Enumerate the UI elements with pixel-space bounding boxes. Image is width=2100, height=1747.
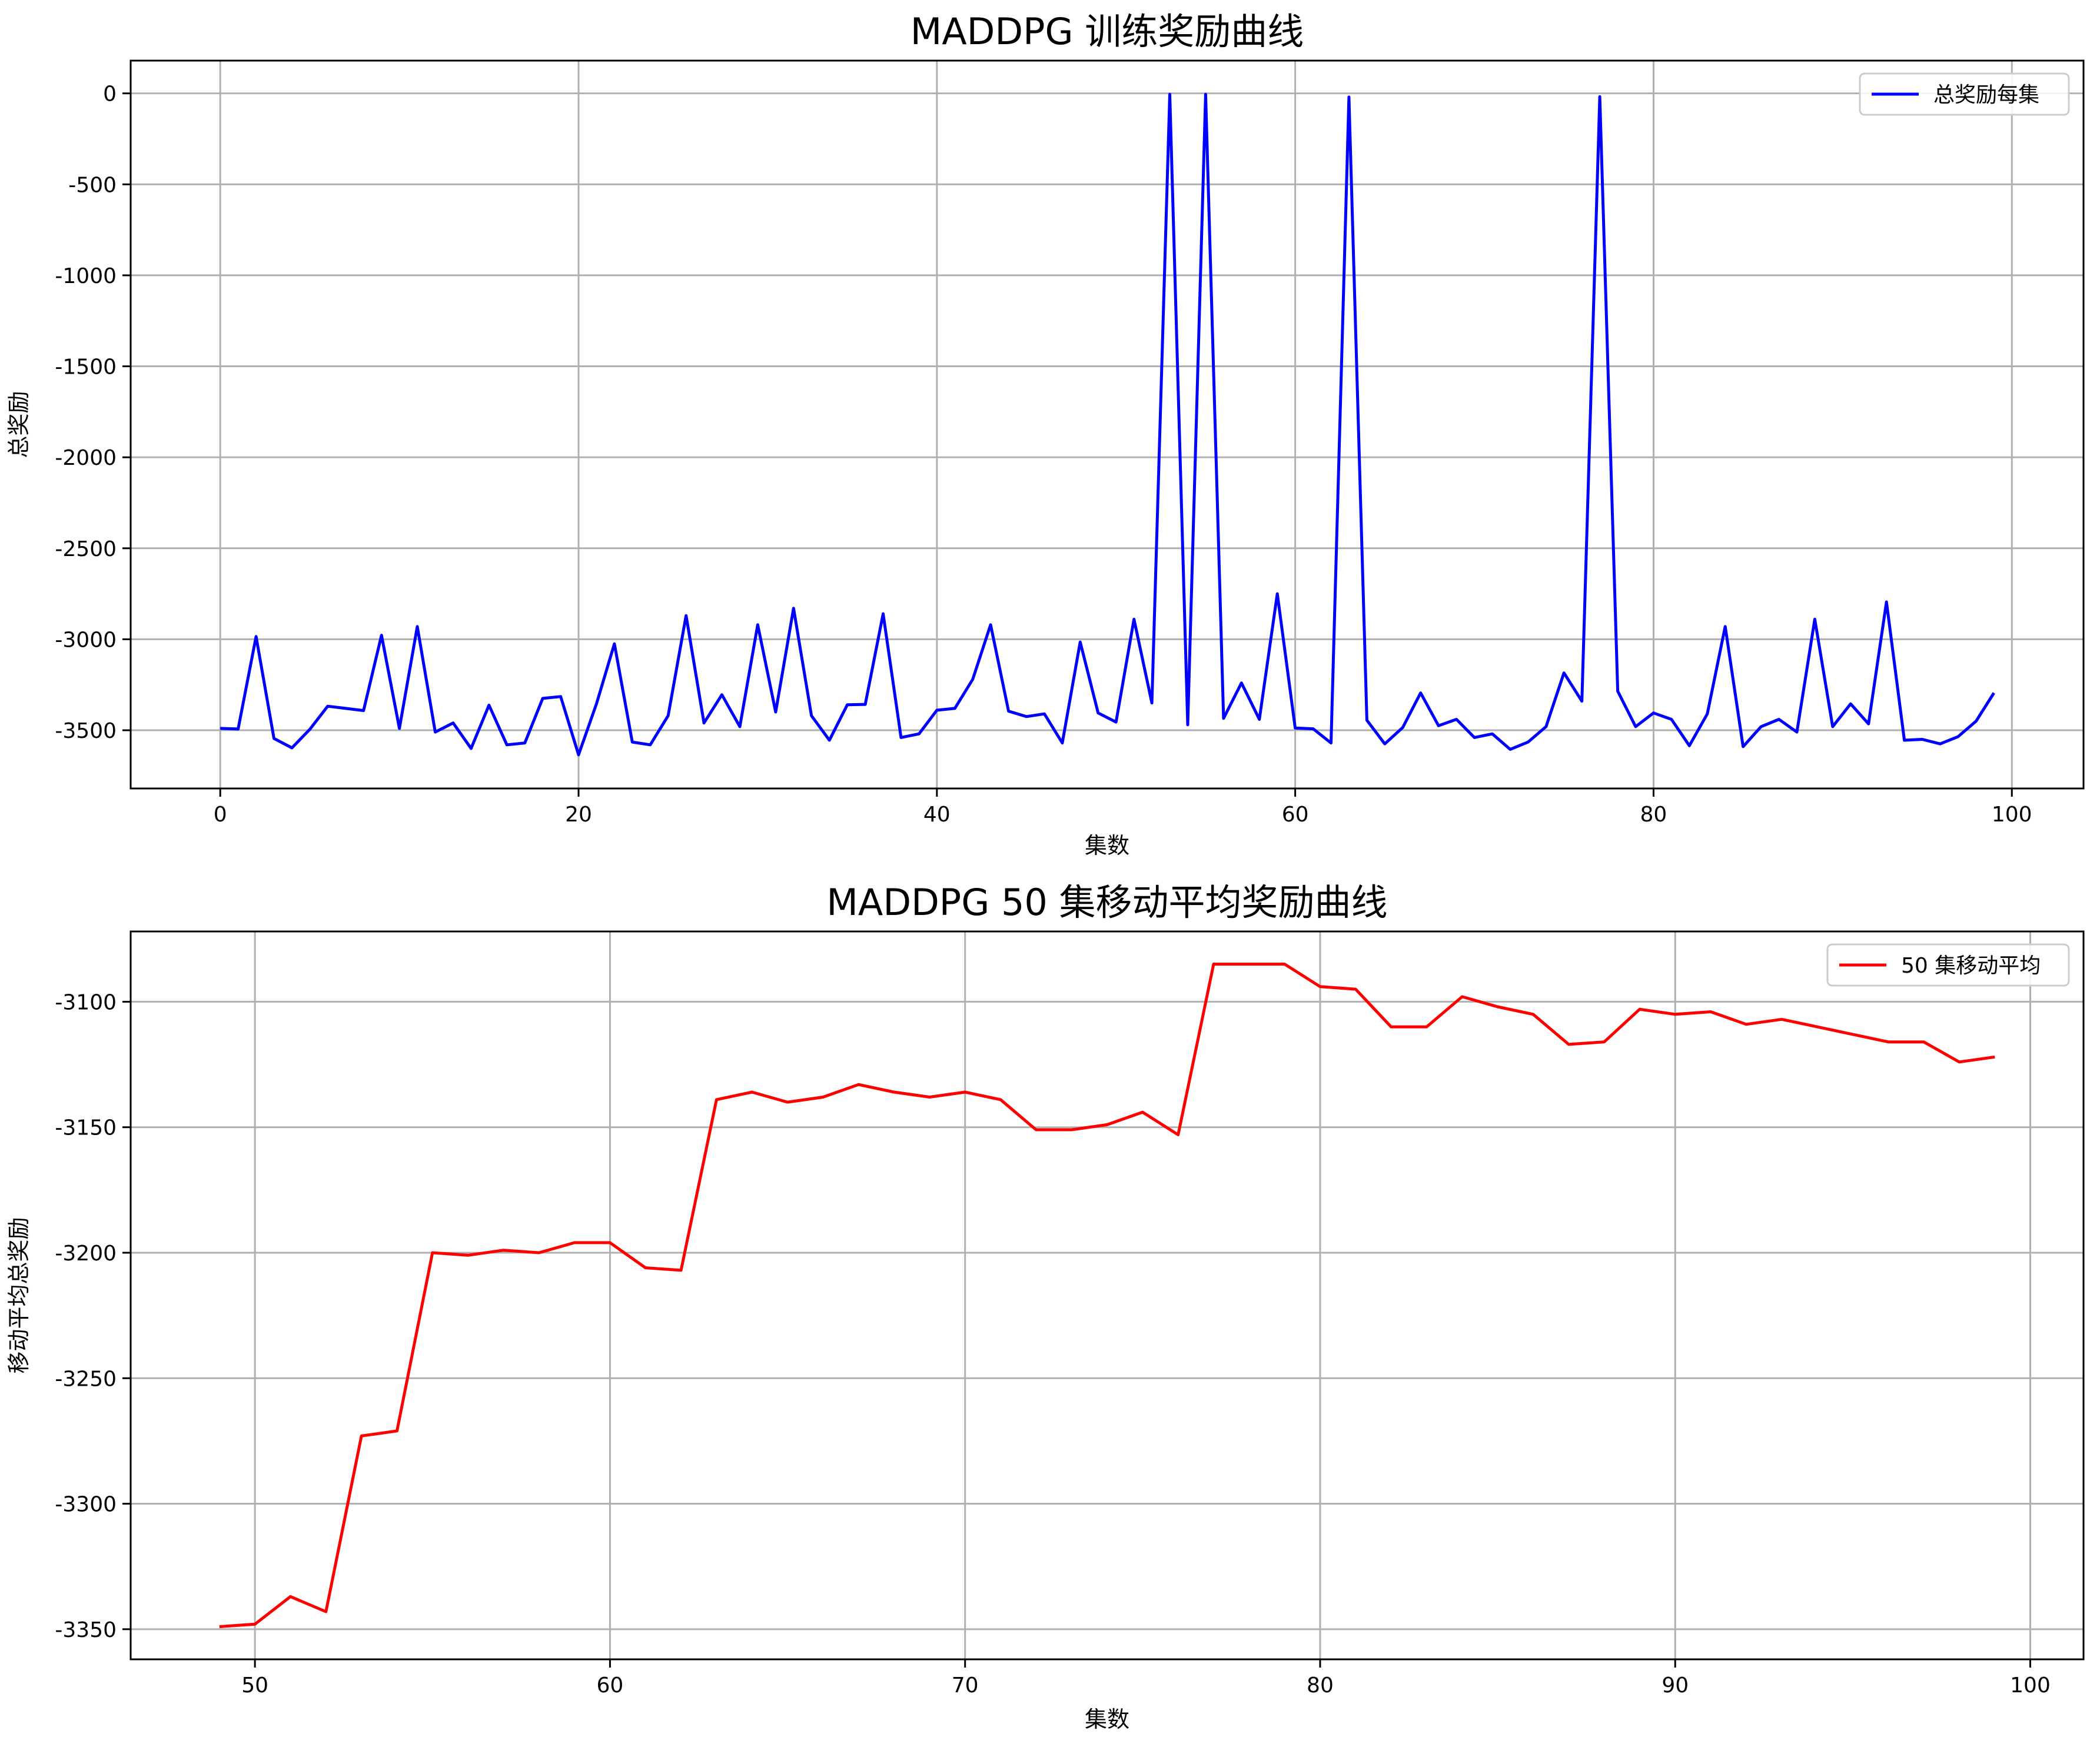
plot-area-frame [129, 930, 2085, 1661]
x-tick-label: 20 [565, 803, 592, 827]
chart-title: MADDPG 50 集移动平均奖励曲线 [826, 881, 1387, 924]
chart-title: MADDPG 训练奖励曲线 [911, 10, 1304, 53]
y-tick-label: -3500 [55, 719, 117, 743]
y-tick-label: -3000 [55, 628, 117, 652]
x-axis-label: 集数 [1085, 1706, 1129, 1732]
y-tick-label: -3100 [55, 990, 117, 1014]
x-tick-label: 80 [1640, 803, 1667, 827]
x-axis-label: 集数 [1085, 833, 1129, 858]
legend-box [1859, 72, 2070, 116]
x-tick-label: 60 [1282, 803, 1309, 827]
x-tick-label: 60 [597, 1673, 624, 1698]
y-tick-label: -3200 [55, 1242, 117, 1266]
x-tick-label: 90 [1662, 1673, 1689, 1698]
plot-area-frame [129, 59, 2085, 790]
x-tick-label: 50 [241, 1673, 268, 1698]
series-line [220, 92, 1995, 757]
series-line [219, 963, 1995, 1628]
x-tick-label: 80 [1307, 1673, 1334, 1698]
y-tick-label: -3250 [55, 1367, 117, 1391]
legend-box [1826, 943, 2070, 987]
x-tick-label: 70 [952, 1673, 979, 1698]
y-tick-label: -2500 [55, 537, 117, 561]
y-tick-label: -1500 [55, 355, 117, 380]
x-tick-label: 100 [2010, 1673, 2051, 1698]
grid [131, 61, 2084, 788]
y-tick-label: -500 [68, 173, 117, 197]
y-axis-label: 总奖励 [6, 391, 32, 458]
y-tick-label: -2000 [55, 446, 117, 470]
y-tick-label: -1000 [55, 264, 117, 288]
grid [131, 931, 2084, 1659]
x-tick-label: 0 [214, 803, 227, 827]
y-axis-label: 移动平均总奖励 [6, 1217, 32, 1373]
y-tick-label: -3150 [55, 1116, 117, 1140]
legend-entry: 50 集移动平均 [1901, 954, 2041, 978]
chart-2: MADDPG 50 集移动平均奖励曲线 50 60 70 80 90 100 -3100 -31… [6, 881, 2085, 1732]
chart-1: MADDPG 训练奖励曲线 0 20 40 60 80 100 0 -500 -1000 -1500… [6, 10, 2085, 858]
y-tick-label: 0 [103, 82, 117, 107]
legend-entry: 总奖励每集 [1933, 83, 2039, 107]
x-tick-label: 40 [923, 803, 951, 827]
legend: 50 集移动平均 [1826, 943, 2070, 987]
y-tick-label: -3350 [55, 1618, 117, 1642]
y-tick-label: -3300 [55, 1493, 117, 1517]
x-tick-label: 100 [1992, 803, 2032, 827]
legend: 总奖励每集 [1859, 72, 2070, 116]
